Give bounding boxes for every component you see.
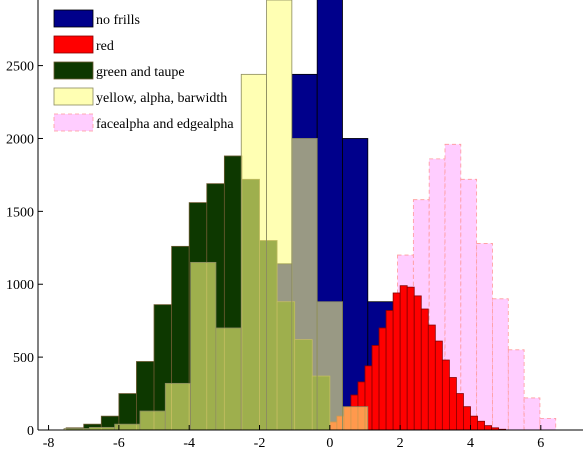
- y-tick-label: 1500: [6, 205, 34, 220]
- legend-swatch: [53, 35, 94, 54]
- bar: [215, 327, 242, 431]
- axes: -8 -6 -4 -2 0 2 4 6 0 500 1000 1500 2000 2500: [6, 0, 583, 451]
- x-tick-label: 4: [467, 436, 474, 451]
- y-tick-label: 2500: [6, 60, 34, 75]
- y-tick-label: 0: [27, 424, 34, 439]
- legend-label: yellow, alpha, barwidth: [96, 91, 227, 106]
- bar: [413, 295, 422, 431]
- bar: [291, 138, 318, 431]
- legend-label: green and taupe: [96, 65, 185, 80]
- bar: [434, 340, 443, 431]
- bar: [392, 292, 401, 431]
- x-tick-label: -8: [43, 436, 55, 451]
- bar: [139, 410, 166, 431]
- bar: [456, 393, 464, 431]
- bar: [484, 425, 492, 431]
- bar: [240, 73, 267, 431]
- legend-swatch: [53, 87, 94, 106]
- bar: [164, 382, 192, 431]
- x-tick-label: 6: [537, 436, 544, 451]
- bar: [342, 406, 369, 431]
- bar: [427, 324, 436, 431]
- bar: [378, 327, 387, 431]
- bar: [448, 377, 457, 431]
- legend-label: no frills: [96, 13, 140, 28]
- legend-label: red: [96, 39, 114, 54]
- x-tick-label: -4: [183, 436, 195, 451]
- bar: [190, 261, 217, 431]
- legend: no frills red green and taupe yellow, alph…: [53, 9, 234, 132]
- bar: [342, 138, 369, 431]
- bar: [470, 415, 478, 431]
- bar: [507, 349, 525, 431]
- series-3: [63, 0, 369, 431]
- bar: [463, 406, 471, 431]
- bar: [476, 243, 493, 431]
- bar: [371, 345, 380, 431]
- legend-swatch: [53, 61, 94, 80]
- bar: [385, 310, 394, 431]
- bar: [399, 285, 408, 431]
- bar: [539, 417, 557, 431]
- bar: [460, 178, 478, 431]
- bar: [492, 298, 509, 431]
- y-tick-label: 2000: [6, 132, 34, 147]
- bar: [441, 359, 450, 431]
- bar: [266, 0, 293, 431]
- bar: [316, 301, 343, 431]
- legend-label: facealpha and edgealpha: [96, 117, 234, 132]
- series-1: [308, 285, 507, 431]
- bar: [406, 286, 415, 431]
- bar: [523, 397, 541, 431]
- x-tick-label: 2: [397, 436, 404, 451]
- y-tick-label: 500: [13, 351, 34, 366]
- legend-swatch: [53, 113, 94, 132]
- x-tick-label: 0: [326, 436, 333, 451]
- x-tick-label: -6: [113, 436, 125, 451]
- x-tick-label: -2: [254, 436, 266, 451]
- bar: [477, 420, 485, 431]
- bar: [420, 308, 429, 431]
- y-tick-label: 1000: [6, 278, 34, 293]
- legend-swatch: [53, 9, 94, 28]
